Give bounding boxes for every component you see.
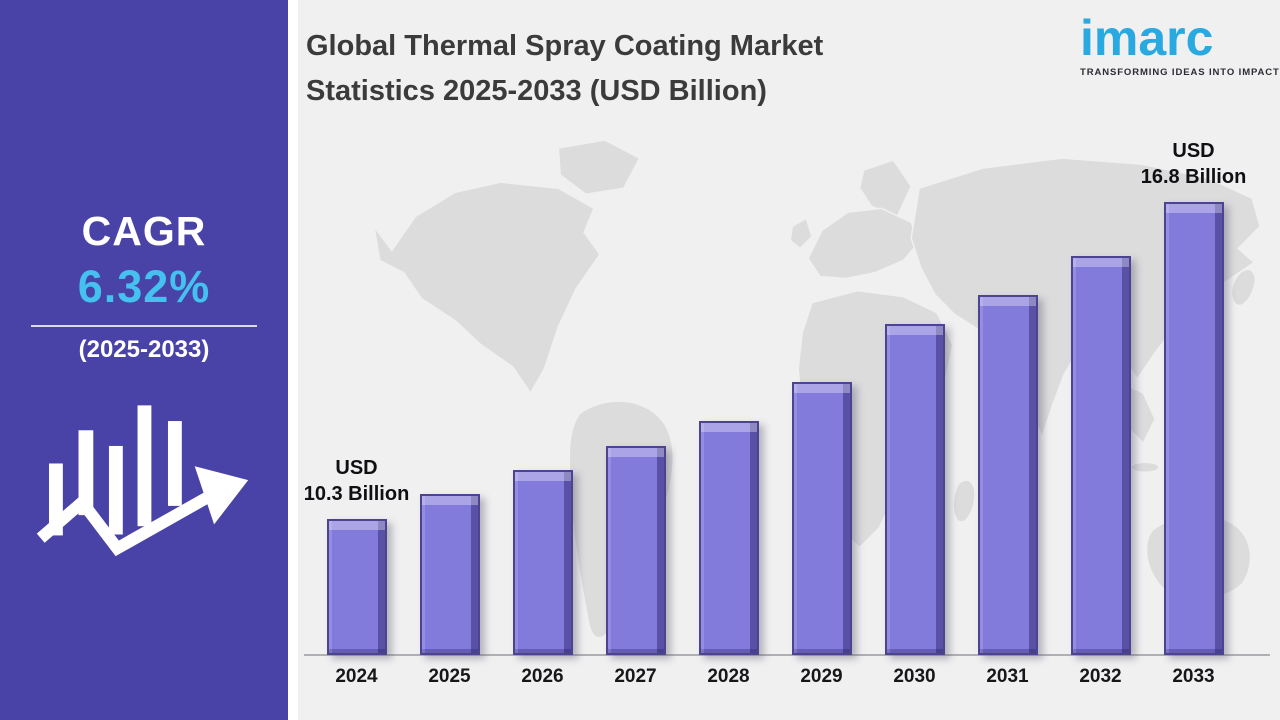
bar-2026 — [512, 470, 573, 655]
bar-2031 — [977, 295, 1038, 655]
bar-2025 — [419, 494, 480, 655]
bar-2024 — [326, 519, 387, 655]
page-title-line2: Statistics 2025-2033 (USD Billion) — [306, 75, 767, 107]
bar-column-2030: 2030 — [868, 163, 961, 687]
cagr-divider — [31, 325, 257, 327]
imarc-wordmark: imarc — [1080, 10, 1214, 66]
cagr-value: 6.32% — [77, 261, 211, 312]
bar-2028 — [698, 421, 759, 655]
bar-column-2025: 2025 — [403, 163, 496, 687]
bar-column-2028: 2028 — [682, 163, 775, 687]
x-axis-label-2026: 2026 — [521, 666, 564, 687]
bar-column-2032: 2032 — [1054, 163, 1147, 687]
x-axis-label-2025: 2025 — [428, 666, 471, 687]
growth-trend-icon — [0, 398, 288, 569]
x-axis-label-2024: 2024 — [335, 666, 378, 687]
bar-2033 — [1163, 202, 1224, 655]
imarc-tagline: TRANSFORMING IDEAS INTO IMPACT — [1080, 67, 1280, 78]
chart-canvas: Global Thermal Spray Coating Market Stat… — [298, 0, 1280, 720]
x-axis-label-2030: 2030 — [893, 666, 936, 687]
page-title: Global Thermal Spray Coating Market Stat… — [306, 24, 1026, 114]
plot-area: 2024 USD 10.3 Billion 2025 2026 2027 2028 2029 2… — [304, 140, 1247, 687]
x-axis-label-2027: 2027 — [614, 666, 657, 687]
bar-column-2033: 2033 USD 16.8 Billion — [1141, 140, 1247, 687]
bar-column-2027: 2027 — [589, 163, 682, 687]
bar-column-2024: 2024 USD 10.3 Billion — [304, 163, 410, 687]
value-annotation-2024: USD 10.3 Billion — [303, 457, 410, 505]
x-axis-label-2029: 2029 — [800, 666, 843, 687]
cagr-period: (2025-2033) — [78, 336, 210, 363]
imarc-logo: imarc TRANSFORMING IDEAS INTO IMPACT — [1080, 6, 1280, 78]
cagr-label: CAGR — [81, 208, 207, 254]
bar-2030 — [884, 324, 945, 655]
value-annotation-2033: USD 16.8 Billion — [1140, 140, 1247, 188]
bar-2029 — [791, 382, 852, 655]
bar-column-2031: 2031 — [961, 163, 1054, 687]
page-title-line1: Global Thermal Spray Coating Market — [306, 30, 824, 62]
bar-column-2029: 2029 — [775, 163, 868, 687]
x-axis-label-2031: 2031 — [986, 666, 1029, 687]
cagr-sidebar: CAGR 6.32% (2025-2033) — [0, 0, 288, 720]
x-axis-label-2032: 2032 — [1079, 666, 1122, 687]
x-axis-line — [304, 654, 1270, 656]
bar-2027 — [605, 446, 666, 655]
bar-column-2026: 2026 — [496, 163, 589, 687]
bar-2032 — [1070, 256, 1131, 655]
x-axis-label-2028: 2028 — [707, 666, 750, 687]
x-axis-label-2033: 2033 — [1172, 666, 1215, 687]
